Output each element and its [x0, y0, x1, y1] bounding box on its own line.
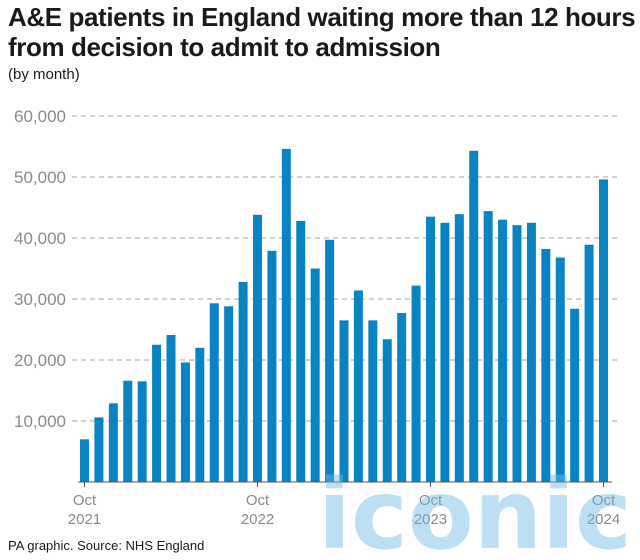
x-axis-ticks: Oct 2021 Oct 2022 Oct 2023 Oct 2024: [68, 482, 620, 528]
bar: [440, 222, 450, 482]
bar: [123, 380, 133, 482]
chart-subtitle: (by month): [8, 66, 80, 83]
bar: [541, 248, 551, 482]
bar: [180, 362, 190, 482]
bar: [498, 219, 508, 482]
bar: [281, 148, 291, 482]
x-tick-label: 2024: [587, 511, 620, 528]
bar: [411, 285, 421, 482]
bar: [94, 417, 104, 482]
bar: [382, 339, 392, 482]
bars: [80, 148, 608, 483]
bar: [238, 281, 248, 482]
bar: [137, 381, 147, 482]
bar: [108, 403, 118, 482]
bar: [267, 250, 277, 482]
x-tick-label: 2022: [241, 511, 274, 528]
bar: [512, 225, 522, 482]
bar: [353, 290, 363, 482]
y-tick-label: 10,000: [14, 412, 66, 431]
bar: [325, 239, 335, 482]
x-tick-label: 2021: [68, 511, 101, 528]
x-tick-label: Oct: [246, 492, 270, 509]
bar: [526, 222, 536, 482]
bar: [570, 308, 580, 482]
y-tick-label: 20,000: [14, 351, 66, 370]
bar: [584, 244, 594, 482]
bar: [469, 150, 479, 482]
x-tick-label: 2023: [414, 511, 447, 528]
bar: [483, 211, 493, 482]
bar: [195, 347, 205, 482]
y-tick-label: 60,000: [14, 107, 66, 126]
bar: [80, 439, 89, 482]
chart-title: A&E patients in England waiting more tha…: [8, 2, 636, 62]
y-tick-label: 50,000: [14, 168, 66, 187]
bar: [426, 216, 435, 482]
bar: [555, 257, 565, 482]
x-tick-label: Oct: [592, 492, 616, 509]
watermark-text: iconic: [318, 459, 632, 560]
bar: [454, 214, 464, 482]
bar: [253, 214, 262, 482]
bar: [310, 268, 320, 482]
bar: [224, 306, 234, 482]
bar: [296, 220, 306, 483]
x-tick-label: Oct: [419, 492, 443, 509]
bar: [209, 303, 219, 482]
bar: [166, 334, 176, 482]
x-tick-label: Oct: [73, 492, 97, 509]
bar: [339, 320, 349, 482]
bar: [152, 344, 162, 482]
y-tick-label: 30,000: [14, 290, 66, 309]
bar: [397, 313, 407, 482]
y-axis-tick-labels: 10,000 20,000 30,000 40,000 50,000 60,000: [14, 107, 66, 431]
bar: [368, 320, 378, 482]
source-note: PA graphic. Source: NHS England: [8, 538, 205, 553]
bar: [599, 179, 608, 482]
y-tick-label: 40,000: [14, 229, 66, 248]
